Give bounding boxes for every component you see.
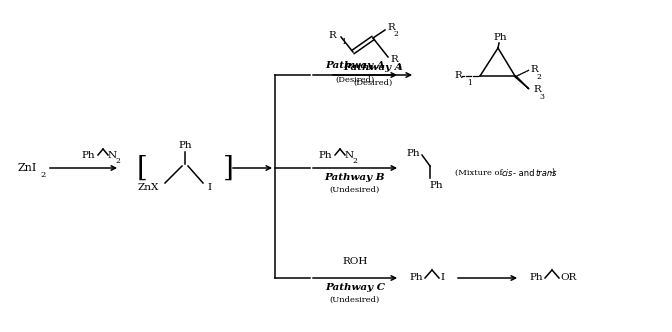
Text: R: R	[530, 65, 538, 74]
Text: [: [	[136, 154, 147, 182]
Text: (Desired): (Desired)	[335, 76, 374, 84]
Text: ]: ]	[222, 154, 233, 182]
Text: R: R	[454, 71, 462, 80]
Text: (Desired): (Desired)	[353, 79, 392, 87]
Text: 1: 1	[341, 38, 346, 46]
Text: Pathway B: Pathway B	[325, 174, 385, 183]
Polygon shape	[514, 76, 529, 89]
Text: 1: 1	[467, 79, 472, 87]
Text: ZnI: ZnI	[18, 163, 38, 173]
Text: Ph: Ph	[530, 274, 543, 283]
Text: R: R	[533, 86, 541, 95]
Text: (Mixture of: (Mixture of	[455, 169, 505, 177]
Text: R: R	[390, 55, 398, 64]
Text: I: I	[440, 274, 444, 283]
Text: N: N	[108, 150, 117, 159]
Text: R: R	[387, 23, 394, 32]
Text: Ph: Ph	[409, 274, 423, 283]
Text: trans: trans	[535, 169, 556, 178]
Text: (Undesired): (Undesired)	[330, 186, 380, 194]
Text: 2: 2	[40, 171, 45, 179]
Text: - and: - and	[513, 169, 537, 178]
Text: Ph: Ph	[319, 150, 332, 159]
Text: Ph: Ph	[429, 182, 443, 191]
Text: cis: cis	[502, 169, 513, 178]
Text: I: I	[207, 184, 211, 193]
Text: ZnX: ZnX	[138, 184, 159, 193]
Text: R: R	[328, 31, 336, 40]
Text: 3: 3	[396, 63, 401, 71]
Text: Pathway A: Pathway A	[325, 60, 385, 69]
Text: N: N	[345, 150, 354, 159]
Text: Pathway A: Pathway A	[343, 63, 403, 72]
Text: ROH: ROH	[342, 258, 368, 267]
Text: Ph: Ph	[178, 141, 192, 150]
Text: Ph: Ph	[407, 149, 420, 158]
Text: (Undesired): (Undesired)	[330, 296, 380, 304]
Text: 2: 2	[352, 157, 357, 165]
Text: 2: 2	[536, 73, 541, 81]
Text: -): -)	[550, 169, 556, 178]
Text: 2: 2	[115, 157, 120, 165]
Text: Ph: Ph	[81, 150, 95, 159]
Text: Ph: Ph	[493, 33, 507, 42]
Text: OR: OR	[560, 274, 577, 283]
Text: 2: 2	[393, 30, 398, 38]
Text: 3: 3	[539, 93, 544, 101]
Text: Pathway C: Pathway C	[325, 284, 385, 292]
